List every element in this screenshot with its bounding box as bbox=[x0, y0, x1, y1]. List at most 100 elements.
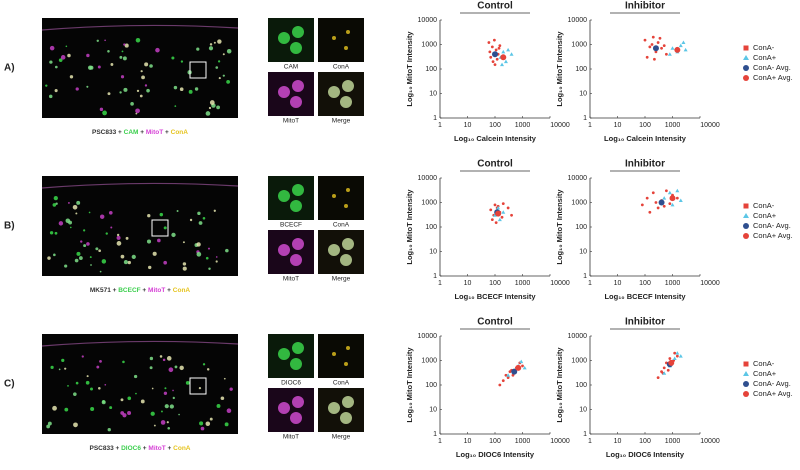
cell bbox=[149, 366, 153, 370]
cell bbox=[54, 231, 58, 235]
x-tick-label: 10 bbox=[464, 280, 472, 287]
cell bbox=[75, 212, 78, 215]
tile-cell bbox=[292, 342, 304, 354]
cell bbox=[102, 110, 107, 116]
point bbox=[497, 46, 501, 50]
point bbox=[653, 57, 656, 61]
point bbox=[506, 373, 511, 377]
tile bbox=[318, 18, 364, 62]
legend-label: ConA+ bbox=[753, 369, 777, 378]
cell bbox=[99, 270, 102, 273]
cell bbox=[122, 413, 127, 418]
legend-marker bbox=[743, 55, 749, 60]
cell bbox=[208, 46, 214, 51]
tile-label: MitoT bbox=[283, 118, 299, 125]
legend-marker bbox=[743, 203, 749, 209]
y-tick-label: 100 bbox=[425, 224, 437, 231]
cell bbox=[61, 358, 65, 362]
cell bbox=[215, 256, 218, 258]
cell bbox=[53, 195, 58, 201]
cell bbox=[87, 65, 93, 70]
caption-part: BCECF bbox=[118, 287, 140, 294]
point bbox=[503, 59, 508, 64]
cell bbox=[171, 56, 175, 60]
point bbox=[675, 196, 679, 200]
y-tick-label: 1000 bbox=[571, 357, 587, 364]
point bbox=[493, 203, 497, 207]
y-tick-label: 10 bbox=[579, 248, 587, 255]
cell bbox=[135, 108, 140, 114]
cell bbox=[167, 426, 171, 430]
cell bbox=[157, 238, 161, 243]
y-tick-label: 10000 bbox=[568, 175, 588, 182]
point bbox=[662, 371, 667, 375]
cell bbox=[75, 87, 79, 91]
tile-cell bbox=[332, 194, 336, 198]
point bbox=[498, 44, 502, 48]
legend-label: ConA+ bbox=[753, 53, 777, 62]
point bbox=[493, 213, 497, 217]
cell bbox=[206, 368, 210, 371]
cell bbox=[48, 94, 53, 99]
cell bbox=[226, 48, 232, 54]
tile-cell bbox=[290, 412, 302, 424]
tile-label: MitoT bbox=[283, 276, 299, 283]
caption-part: MitoT bbox=[148, 287, 165, 294]
x-tick-label: 10000 bbox=[700, 280, 720, 287]
tile-cell bbox=[342, 238, 354, 250]
cell bbox=[149, 64, 153, 68]
caption-part: + bbox=[141, 445, 148, 452]
x-axis-label: Log₁₀ BCECF Intensity bbox=[604, 292, 686, 301]
x-tick-label: 1000 bbox=[665, 438, 681, 445]
cell bbox=[123, 260, 128, 265]
cell bbox=[173, 85, 178, 90]
tile-label: ConA bbox=[333, 222, 350, 229]
cell bbox=[182, 262, 187, 266]
y-tick-label: 1000 bbox=[421, 41, 437, 48]
panel-label: C) bbox=[4, 379, 15, 390]
tile-cell bbox=[292, 80, 304, 92]
tile-label: Merge bbox=[332, 118, 351, 125]
cell bbox=[136, 89, 140, 93]
cell bbox=[116, 241, 122, 246]
cell bbox=[216, 105, 220, 110]
point bbox=[678, 198, 683, 203]
y-tick-label: 100 bbox=[575, 224, 587, 231]
x-tick-label: 100 bbox=[489, 122, 501, 129]
cell bbox=[147, 214, 151, 218]
cell bbox=[213, 209, 216, 212]
cell bbox=[45, 84, 48, 87]
point bbox=[500, 62, 505, 67]
point bbox=[656, 41, 660, 44]
cell bbox=[217, 60, 221, 63]
point bbox=[640, 203, 644, 207]
cell bbox=[72, 204, 78, 210]
y-tick-label: 1 bbox=[583, 115, 587, 122]
tile-cell bbox=[346, 30, 350, 34]
point bbox=[495, 57, 499, 61]
x-tick-label: 1 bbox=[438, 122, 442, 129]
cell bbox=[209, 100, 215, 105]
cell bbox=[101, 259, 107, 264]
tile-cell bbox=[340, 254, 352, 266]
caption-part: ConA bbox=[173, 287, 191, 294]
y-tick-label: 10 bbox=[429, 406, 437, 413]
cell bbox=[60, 55, 66, 60]
cell bbox=[226, 79, 231, 84]
cell bbox=[96, 39, 99, 42]
cell bbox=[64, 407, 69, 412]
chart-title: Control bbox=[477, 159, 513, 170]
cell bbox=[75, 381, 79, 385]
point bbox=[521, 364, 524, 368]
cell bbox=[127, 396, 132, 401]
cell bbox=[225, 248, 229, 253]
cell bbox=[215, 260, 218, 263]
cell bbox=[217, 39, 222, 44]
cell bbox=[208, 267, 211, 271]
cell bbox=[127, 260, 131, 265]
x-tick-label: 1000 bbox=[515, 438, 531, 445]
cell bbox=[90, 264, 92, 266]
tile-cell bbox=[342, 396, 354, 408]
caption-part: DIOC6 bbox=[121, 445, 141, 452]
point bbox=[497, 217, 502, 222]
